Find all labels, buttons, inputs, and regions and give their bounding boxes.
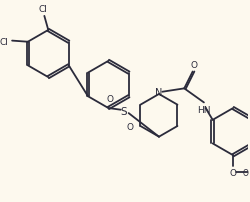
Text: O: O <box>230 168 237 177</box>
Text: S: S <box>121 106 128 116</box>
Text: HN: HN <box>197 106 211 115</box>
Text: N: N <box>155 87 163 97</box>
Text: Cl: Cl <box>38 5 47 14</box>
Text: O: O <box>191 60 198 69</box>
Text: O: O <box>106 95 114 103</box>
Text: Cl: Cl <box>0 38 9 46</box>
Text: O: O <box>126 122 133 132</box>
Text: O: O <box>243 168 249 177</box>
